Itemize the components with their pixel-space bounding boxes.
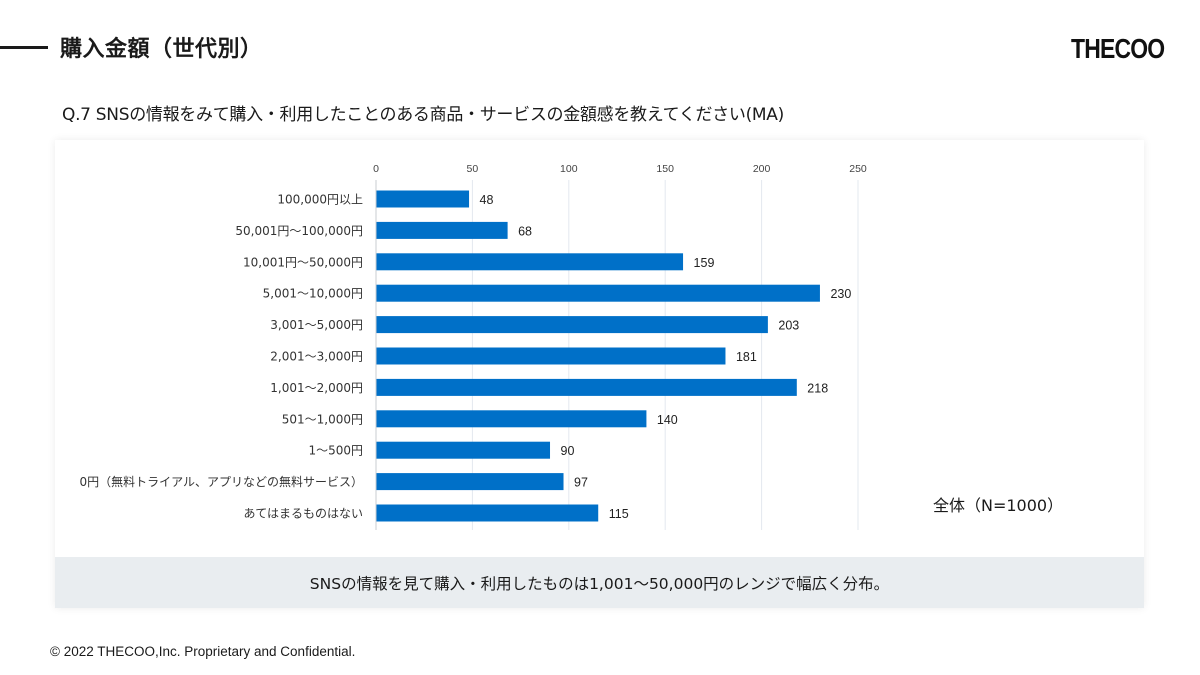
bar	[376, 253, 684, 271]
question-text: Q.7 SNSの情報をみて購入・利用したことのある商品・サービスの金額感を教えて…	[62, 105, 784, 125]
bars	[376, 190, 820, 522]
x-tick-label: 0	[373, 163, 379, 175]
bar	[376, 190, 470, 208]
page-title: 購入金額（世代別）	[60, 37, 263, 62]
x-tick-label: 200	[753, 163, 771, 175]
summary-box: SNSの情報を見て購入・利用したものは1,001～50,000円のレンジで幅広く…	[55, 557, 1144, 608]
category-label: 100,000円以上	[277, 193, 363, 207]
category-label: あてはまるものはない	[243, 507, 363, 521]
data-label: 159	[694, 256, 715, 270]
thecoo-logo: THECOO	[1071, 33, 1165, 64]
bar	[376, 410, 647, 428]
bar	[376, 473, 564, 491]
category-label: 0円（無料トライアル、アプリなどの無料サービス）	[79, 474, 363, 489]
bar	[376, 378, 797, 396]
copyright: © 2022 THECOO,Inc. Proprietary and Confi…	[50, 644, 356, 659]
bar	[376, 347, 726, 365]
x-tick-label: 150	[656, 163, 674, 175]
x-tick-label: 50	[467, 163, 479, 175]
data-label: 181	[736, 350, 757, 364]
category-label: 10,001円～50,000円	[243, 255, 363, 269]
data-label: 203	[778, 319, 799, 333]
bar	[376, 316, 768, 334]
category-labels: 100,000円以上 50,001円～100,000円 10,001円～50,000…	[79, 193, 363, 521]
data-label: 140	[657, 413, 678, 427]
sample-size-label: 全体（N=1000）	[933, 496, 1064, 515]
x-tick-label: 100	[560, 163, 578, 175]
bar	[376, 284, 820, 302]
data-labels: 48 68 159 230 203 181 218 140 90 97 115	[480, 193, 852, 521]
x-tick-label: 250	[849, 163, 867, 175]
data-label: 90	[561, 444, 575, 458]
category-label: 1,001～2,000円	[270, 381, 363, 395]
bar	[376, 504, 599, 522]
bar	[376, 221, 508, 239]
category-label: 50,001円～100,000円	[235, 224, 363, 238]
category-label: 2,001～3,000円	[270, 350, 363, 364]
data-label: 230	[830, 287, 851, 301]
bar-chart: 0 50 100 150 200 250 100,000円以上 50,001円～100,00…	[79, 163, 867, 530]
data-label: 68	[518, 224, 532, 238]
data-label: 97	[574, 476, 588, 490]
summary-text: SNSの情報を見て購入・利用したものは1,001～50,000円のレンジで幅広く…	[309, 574, 890, 593]
x-axis-ticks: 0 50 100 150 200 250	[373, 163, 867, 175]
category-label: 3,001～5,000円	[270, 318, 363, 332]
title-rule	[0, 46, 48, 49]
chart-panel: 0 50 100 150 200 250 100,000円以上 50,001円～100,00…	[55, 140, 1144, 608]
bar	[376, 441, 551, 459]
data-label: 218	[807, 381, 828, 395]
category-label: 501～1,000円	[282, 412, 363, 426]
data-label: 115	[609, 507, 629, 521]
category-label: 1～500円	[308, 444, 363, 458]
category-label: 5,001～10,000円	[263, 287, 363, 301]
data-label: 48	[480, 193, 494, 207]
